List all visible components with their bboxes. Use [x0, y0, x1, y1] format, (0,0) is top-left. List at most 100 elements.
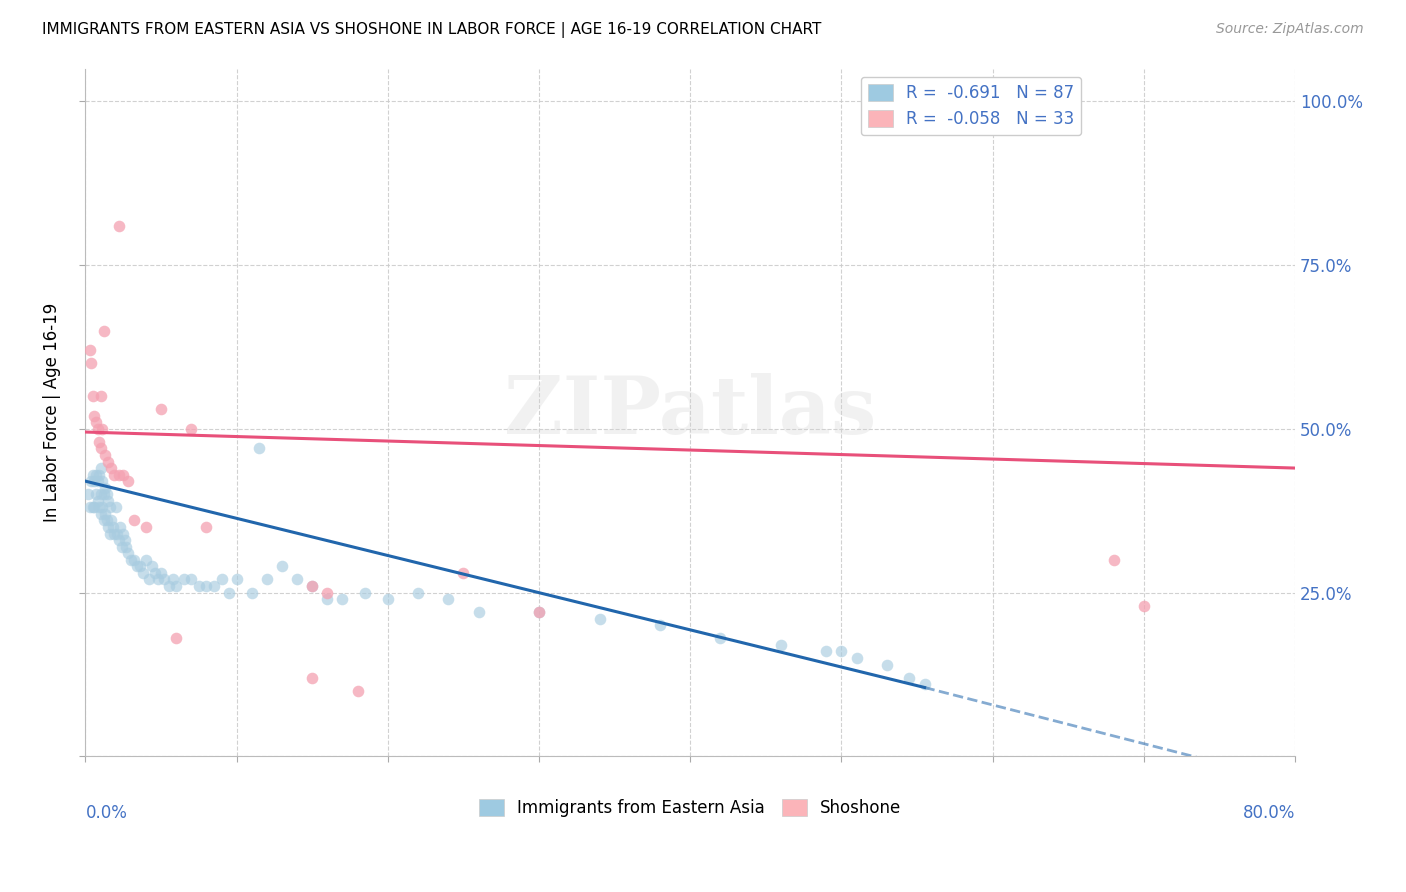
Point	[90, 487, 112, 501]
Point	[93, 513, 115, 527]
Point	[87, 467, 110, 482]
Point	[82, 389, 104, 403]
Point	[354, 585, 377, 599]
Point	[218, 585, 240, 599]
Point	[96, 513, 118, 527]
Point	[138, 573, 160, 587]
Point	[117, 546, 139, 560]
Point	[527, 605, 550, 619]
Point	[125, 559, 148, 574]
Point	[83, 409, 105, 423]
Point	[247, 442, 270, 456]
Point	[100, 461, 122, 475]
Point	[150, 566, 173, 580]
Point	[103, 467, 125, 482]
Point	[143, 566, 166, 580]
Point	[162, 573, 184, 587]
Point	[135, 520, 157, 534]
Point	[157, 579, 180, 593]
Point	[114, 533, 136, 548]
Point	[173, 573, 195, 587]
Point	[82, 500, 104, 515]
Text: 80.0%: 80.0%	[1243, 805, 1295, 822]
Point	[128, 559, 150, 574]
Point	[87, 500, 110, 515]
Point	[83, 474, 105, 488]
Point	[146, 573, 169, 587]
Point	[815, 644, 838, 658]
Point	[112, 526, 135, 541]
Point	[187, 579, 209, 593]
Point	[1102, 553, 1125, 567]
Point	[77, 487, 100, 501]
Point	[202, 579, 225, 593]
Point	[527, 605, 550, 619]
Point	[285, 573, 308, 587]
Point	[107, 533, 129, 548]
Point	[96, 487, 118, 501]
Point	[94, 448, 117, 462]
Point	[122, 513, 145, 527]
Point	[91, 422, 114, 436]
Point	[84, 467, 107, 482]
Point	[830, 644, 852, 658]
Point	[98, 500, 121, 515]
Point	[301, 671, 323, 685]
Point	[467, 605, 489, 619]
Point	[93, 487, 115, 501]
Point	[914, 677, 936, 691]
Point	[195, 520, 218, 534]
Text: Source: ZipAtlas.com: Source: ZipAtlas.com	[1216, 22, 1364, 37]
Point	[256, 573, 278, 587]
Point	[97, 493, 120, 508]
Point	[648, 618, 671, 632]
Point	[165, 632, 187, 646]
Point	[132, 566, 155, 580]
Point	[437, 592, 460, 607]
Text: IMMIGRANTS FROM EASTERN ASIA VS SHOSHONE IN LABOR FORCE | AGE 16-19 CORRELATION : IMMIGRANTS FROM EASTERN ASIA VS SHOSHONE…	[42, 22, 821, 38]
Point	[97, 454, 120, 468]
Point	[165, 579, 187, 593]
Point	[90, 442, 112, 456]
Point	[97, 520, 120, 534]
Point	[90, 507, 112, 521]
Point	[98, 526, 121, 541]
Point	[93, 324, 115, 338]
Point	[769, 638, 792, 652]
Point	[79, 343, 101, 358]
Point	[91, 500, 114, 515]
Point	[86, 493, 108, 508]
Point	[588, 612, 610, 626]
Point	[82, 467, 104, 482]
Point	[141, 559, 163, 574]
Point	[135, 553, 157, 567]
Point	[107, 219, 129, 233]
Point	[104, 500, 127, 515]
Point	[316, 592, 339, 607]
Text: 0.0%: 0.0%	[86, 805, 128, 822]
Point	[94, 507, 117, 521]
Text: ZIPatlas: ZIPatlas	[505, 374, 876, 451]
Point	[108, 520, 131, 534]
Point	[1133, 599, 1156, 613]
Point	[301, 579, 323, 593]
Point	[225, 573, 247, 587]
Point	[898, 671, 921, 685]
Point	[83, 500, 105, 515]
Point	[271, 559, 294, 574]
Point	[453, 566, 475, 580]
Point	[150, 402, 173, 417]
Point	[845, 651, 868, 665]
Point	[153, 573, 176, 587]
Point	[240, 585, 263, 599]
Point	[103, 526, 125, 541]
Point	[377, 592, 399, 607]
Point	[122, 553, 145, 567]
Point	[346, 683, 368, 698]
Y-axis label: In Labor Force | Age 16-19: In Labor Force | Age 16-19	[44, 302, 60, 522]
Point	[79, 500, 101, 515]
Point	[180, 422, 202, 436]
Point	[111, 540, 134, 554]
Point	[112, 467, 135, 482]
Point	[180, 573, 202, 587]
